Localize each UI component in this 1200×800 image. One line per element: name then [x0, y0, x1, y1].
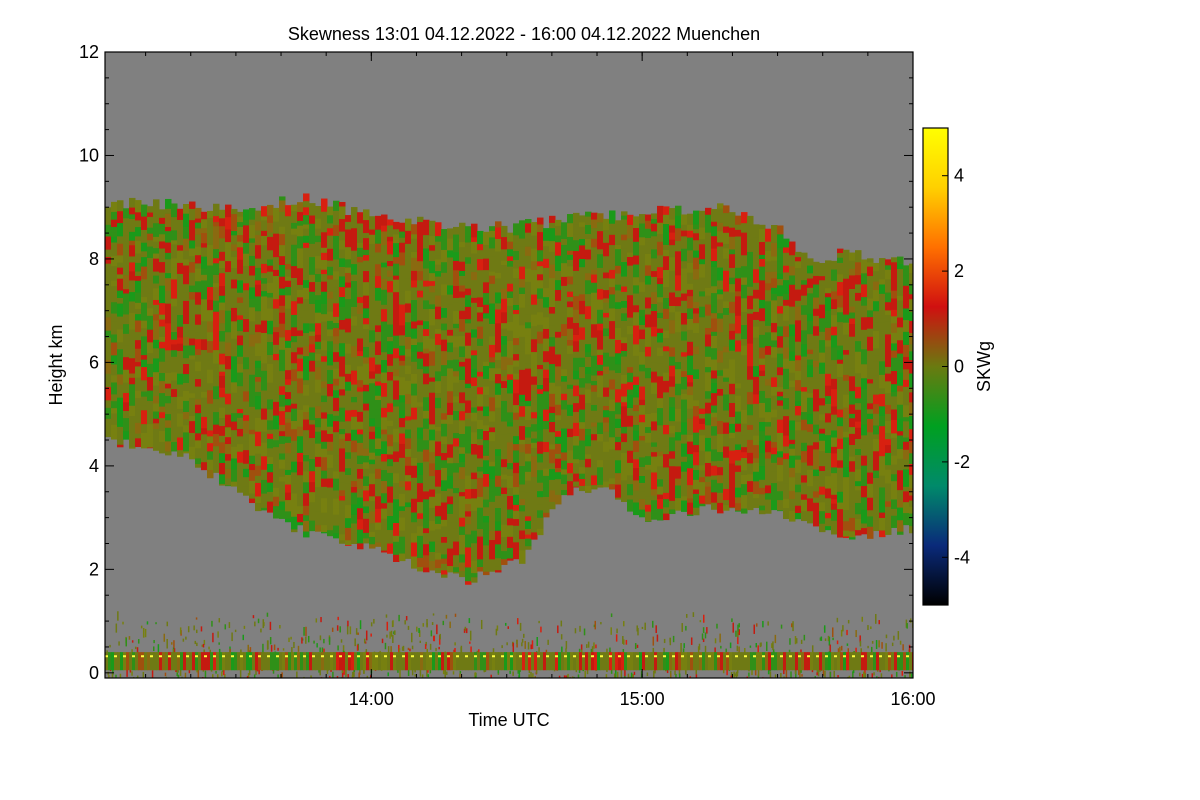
y-tick-label: 12: [79, 42, 99, 62]
y-tick-label: 0: [89, 663, 99, 683]
y-axis-label: Height km: [46, 324, 66, 405]
colorbar-tick-label: 4: [954, 166, 964, 186]
y-tick-label: 6: [89, 352, 99, 372]
colorbar-tick-label: 0: [954, 357, 964, 377]
plot-frame: [104, 51, 914, 679]
y-tick-label: 4: [89, 456, 99, 476]
x-tick-label: 15:00: [620, 689, 665, 709]
x-axis-label: Time UTC: [468, 710, 549, 730]
colorbar-label: SKWg: [974, 341, 994, 392]
y-tick-label: 8: [89, 249, 99, 269]
y-axis: 0 2 4 6 8 10 12: [79, 42, 913, 683]
x-axis: 14:00 15:00 16:00: [145, 52, 936, 709]
colorbar-tick-label: -2: [954, 452, 970, 472]
chart-title: Skewness 13:01 04.12.2022 - 16:00 04.12.…: [288, 24, 760, 44]
x-tick-label: 14:00: [349, 689, 394, 709]
colorbar: -4 -2 0 2 4: [922, 127, 970, 606]
y-tick-label: 10: [79, 145, 99, 165]
cloud-echo-region: [105, 193, 913, 585]
colorbar-tick-label: 2: [954, 261, 964, 281]
colorbar-tick-label: -4: [954, 547, 970, 567]
y-tick-label: 2: [89, 559, 99, 579]
x-tick-label: 16:00: [890, 689, 935, 709]
boundary-layer-echo: [105, 611, 913, 678]
plot-area: [105, 52, 913, 678]
